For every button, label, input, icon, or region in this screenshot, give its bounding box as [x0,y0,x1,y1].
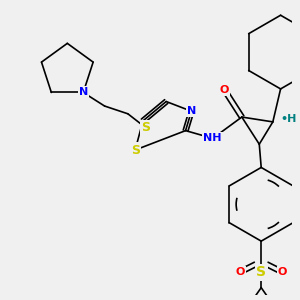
Text: N: N [187,106,196,116]
Text: S: S [256,265,266,279]
Text: S: S [141,121,150,134]
Text: NH: NH [203,134,222,143]
Text: •H: •H [280,114,297,124]
Text: S: S [131,143,140,157]
Text: O: O [278,267,287,277]
Text: O: O [235,267,244,277]
Text: O: O [220,85,229,95]
Text: N: N [79,88,88,98]
